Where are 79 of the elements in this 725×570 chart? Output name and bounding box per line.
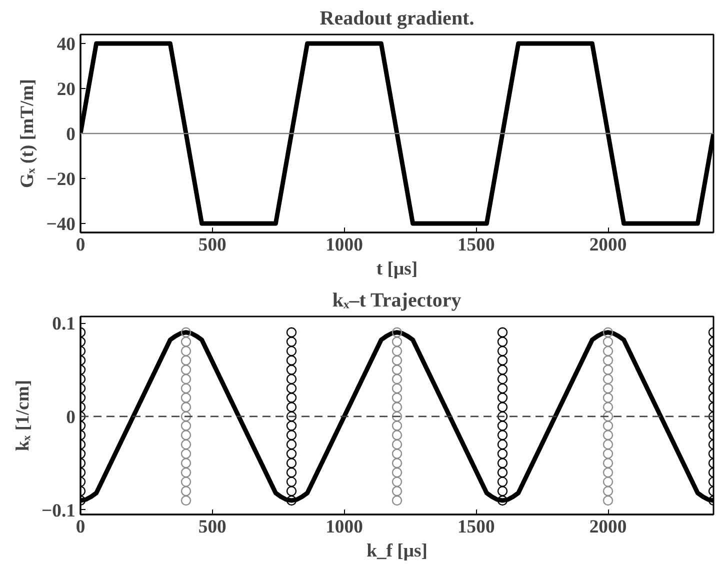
x-axis-title: k_f [μs] <box>366 540 428 562</box>
x-tick-label: 2000 <box>589 234 627 256</box>
y-tick-label: 0.1 <box>52 314 76 335</box>
x-axis-title: t [μs] <box>376 258 418 280</box>
point <box>602 327 614 338</box>
point <box>180 476 192 487</box>
point <box>392 439 402 450</box>
point <box>602 392 614 403</box>
point <box>602 374 614 384</box>
point <box>392 402 402 412</box>
point <box>392 355 402 366</box>
point <box>180 355 192 366</box>
x-tick-label: 2000 <box>589 516 627 538</box>
point <box>392 374 402 384</box>
x-tick-label: 1500 <box>457 234 495 256</box>
point <box>602 467 614 478</box>
point <box>602 458 614 468</box>
point <box>180 420 192 431</box>
point <box>180 411 192 422</box>
point <box>602 439 614 450</box>
x-tick-label: 1000 <box>326 234 363 256</box>
point <box>392 411 402 422</box>
point <box>180 374 192 384</box>
y-tick-label: −0.1 <box>42 500 76 522</box>
point <box>180 402 192 412</box>
point <box>602 430 614 440</box>
point <box>180 467 192 478</box>
point <box>602 448 614 459</box>
point <box>180 327 192 338</box>
point <box>392 327 402 338</box>
x-tick-label: 500 <box>198 516 226 538</box>
point <box>602 476 614 487</box>
x-tick-label: 500 <box>198 234 226 256</box>
y-axis-title: Gₓ (t) [mT/m] <box>17 79 38 188</box>
y-tick-label: −20 <box>46 169 76 190</box>
point <box>392 458 402 468</box>
point <box>392 336 402 347</box>
point <box>180 458 192 468</box>
point <box>392 495 402 506</box>
point <box>392 430 402 440</box>
point <box>392 486 402 496</box>
point <box>602 383 614 394</box>
point <box>180 346 192 356</box>
point <box>180 439 192 450</box>
point <box>602 402 614 412</box>
point <box>180 448 192 459</box>
point <box>180 430 192 440</box>
point <box>602 364 614 375</box>
chart-title: kₓ–t Trajectory <box>332 290 462 312</box>
point <box>602 336 614 347</box>
point <box>392 476 402 487</box>
point <box>602 420 614 431</box>
y-tick-label: 40 <box>56 34 76 55</box>
point <box>180 495 192 506</box>
y-tick-label: −40 <box>46 214 76 235</box>
point <box>602 411 614 422</box>
point <box>602 495 614 506</box>
point <box>602 355 614 366</box>
y-axis-title: kₓ [1/cm] <box>12 380 34 452</box>
point <box>180 336 192 347</box>
point <box>392 448 402 459</box>
y-tick-label: 0 <box>66 406 76 428</box>
chart-title: Readout gradient. <box>320 8 474 30</box>
point <box>180 364 192 375</box>
y-tick-label: 20 <box>56 79 76 100</box>
point <box>392 467 402 478</box>
point <box>180 392 192 403</box>
point <box>392 420 402 431</box>
y-tick-label: 0 <box>66 124 76 145</box>
point <box>392 383 402 394</box>
point <box>602 346 614 356</box>
point <box>392 364 402 375</box>
point <box>392 346 402 356</box>
point <box>602 486 614 496</box>
point <box>180 383 192 394</box>
x-tick-label: 1500 <box>457 516 495 538</box>
point <box>392 392 402 403</box>
point <box>180 486 192 496</box>
x-tick-label: 1000 <box>326 516 363 538</box>
